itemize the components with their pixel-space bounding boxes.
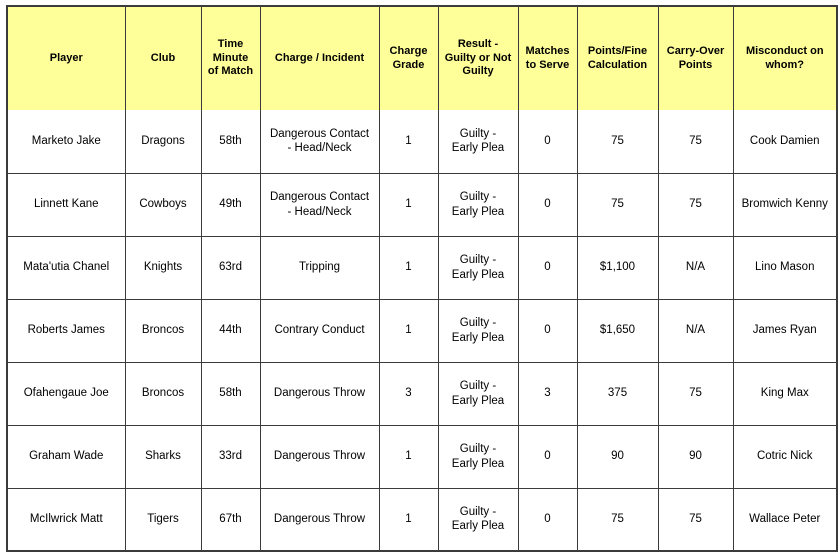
cell-carryover: 75	[657, 361, 734, 426]
cell-charge: Dangerous Contact - Head/Neck	[259, 110, 380, 174]
cell-points: 75	[576, 110, 659, 174]
cell-misconduct: Cotric Nick	[732, 424, 838, 489]
cell-club: Dragons	[124, 110, 202, 174]
cell-matches: 3	[517, 361, 578, 426]
cell-result: Guilty - Early Plea	[437, 487, 519, 552]
table-row: Roberts James Broncos 44th Contrary Cond…	[6, 298, 838, 363]
cell-grade: 1	[378, 110, 439, 174]
cell-misconduct: Cook Damien	[732, 110, 838, 174]
cell-player: Marketo Jake	[6, 110, 126, 174]
col-header-player: Player	[6, 5, 126, 110]
col-header-carry-over-points: Carry-Over Points	[657, 5, 734, 110]
col-header-result: Result - Guilty or Not Guilty	[437, 5, 519, 110]
header-row: Player Club Time Minute of Match Charge …	[6, 5, 838, 110]
judiciary-table: Player Club Time Minute of Match Charge …	[6, 5, 838, 552]
cell-club: Knights	[124, 235, 202, 300]
cell-charge: Dangerous Throw	[259, 487, 380, 552]
cell-result: Guilty - Early Plea	[437, 110, 519, 174]
cell-club: Cowboys	[124, 172, 202, 237]
col-header-charge-grade: Charge Grade	[378, 5, 439, 110]
table-row: Graham Wade Sharks 33rd Dangerous Throw …	[6, 424, 838, 489]
cell-matches: 0	[517, 235, 578, 300]
cell-time: 49th	[200, 172, 261, 237]
cell-matches: 0	[517, 172, 578, 237]
cell-misconduct: Wallace Peter	[732, 487, 838, 552]
cell-carryover: 75	[657, 110, 734, 174]
cell-matches: 0	[517, 110, 578, 174]
cell-time: 44th	[200, 298, 261, 363]
cell-grade: 1	[378, 172, 439, 237]
cell-charge: Contrary Conduct	[259, 298, 380, 363]
cell-result: Guilty - Early Plea	[437, 172, 519, 237]
cell-charge: Dangerous Contact - Head/Neck	[259, 172, 380, 237]
cell-club: Tigers	[124, 487, 202, 552]
cell-result: Guilty - Early Plea	[437, 298, 519, 363]
cell-points: 375	[576, 361, 659, 426]
cell-player: Graham Wade	[6, 424, 126, 489]
cell-points: 75	[576, 172, 659, 237]
cell-charge: Tripping	[259, 235, 380, 300]
table-row: Linnett Kane Cowboys 49th Dangerous Cont…	[6, 172, 838, 237]
cell-time: 58th	[200, 110, 261, 174]
cell-carryover: N/A	[657, 235, 734, 300]
cell-matches: 0	[517, 298, 578, 363]
table-body: Marketo Jake Dragons 58th Dangerous Cont…	[6, 110, 838, 552]
table-row: McIlwrick Matt Tigers 67th Dangerous Thr…	[6, 487, 838, 552]
cell-grade: 1	[378, 235, 439, 300]
cell-time: 63rd	[200, 235, 261, 300]
cell-grade: 1	[378, 298, 439, 363]
table-row: Ofahengaue Joe Broncos 58th Dangerous Th…	[6, 361, 838, 426]
col-header-misconduct: Misconduct on whom?	[732, 5, 838, 110]
cell-time: 67th	[200, 487, 261, 552]
cell-points: 90	[576, 424, 659, 489]
table-header: Player Club Time Minute of Match Charge …	[6, 5, 838, 110]
col-header-matches-to-serve: Matches to Serve	[517, 5, 578, 110]
cell-result: Guilty - Early Plea	[437, 361, 519, 426]
cell-points: $1,100	[576, 235, 659, 300]
table-row: Marketo Jake Dragons 58th Dangerous Cont…	[6, 110, 838, 174]
col-header-charge-incident: Charge / Incident	[259, 5, 380, 110]
cell-grade: 3	[378, 361, 439, 426]
cell-matches: 0	[517, 487, 578, 552]
cell-time: 58th	[200, 361, 261, 426]
cell-carryover: 75	[657, 487, 734, 552]
cell-club: Sharks	[124, 424, 202, 489]
cell-charge: Dangerous Throw	[259, 361, 380, 426]
cell-misconduct: Lino Mason	[732, 235, 838, 300]
col-header-points-fine: Points/Fine Calculation	[576, 5, 659, 110]
cell-player: McIlwrick Matt	[6, 487, 126, 552]
cell-carryover: 75	[657, 172, 734, 237]
cell-club: Broncos	[124, 298, 202, 363]
cell-club: Broncos	[124, 361, 202, 426]
cell-player: Roberts James	[6, 298, 126, 363]
cell-carryover: 90	[657, 424, 734, 489]
cell-player: Linnett Kane	[6, 172, 126, 237]
cell-misconduct: Bromwich Kenny	[732, 172, 838, 237]
cell-player: Ofahengaue Joe	[6, 361, 126, 426]
cell-grade: 1	[378, 487, 439, 552]
cell-result: Guilty - Early Plea	[437, 235, 519, 300]
cell-carryover: N/A	[657, 298, 734, 363]
cell-player: Mata'utia Chanel	[6, 235, 126, 300]
cell-charge: Dangerous Throw	[259, 424, 380, 489]
table-row: Mata'utia Chanel Knights 63rd Tripping 1…	[6, 235, 838, 300]
cell-misconduct: James Ryan	[732, 298, 838, 363]
cell-matches: 0	[517, 424, 578, 489]
cell-misconduct: King Max	[732, 361, 838, 426]
cell-points: $1,650	[576, 298, 659, 363]
cell-time: 33rd	[200, 424, 261, 489]
col-header-time-minute: Time Minute of Match	[200, 5, 261, 110]
col-header-club: Club	[124, 5, 202, 110]
cell-points: 75	[576, 487, 659, 552]
cell-result: Guilty - Early Plea	[437, 424, 519, 489]
cell-grade: 1	[378, 424, 439, 489]
